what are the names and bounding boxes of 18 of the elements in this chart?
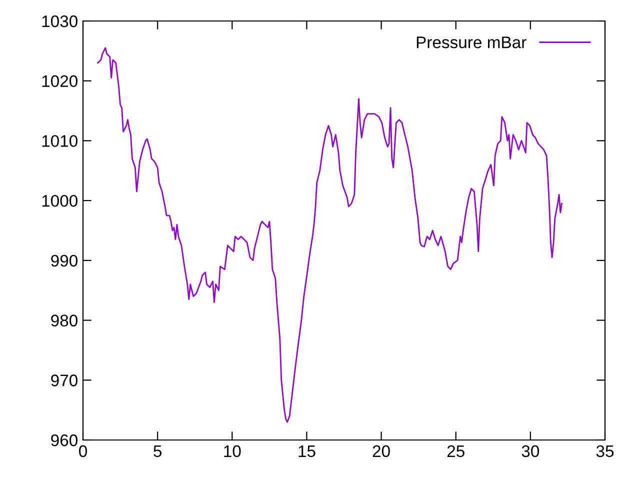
x-tick-label: 35 xyxy=(596,445,614,458)
y-tick-label: 970 xyxy=(51,374,78,386)
x-tick-label: 25 xyxy=(447,445,464,458)
x-tick-label: 5 xyxy=(154,445,162,458)
y-tick-label: 1020 xyxy=(42,75,78,88)
y-tick-label: 990 xyxy=(51,254,78,267)
y-tick-label: 1030 xyxy=(42,15,78,28)
x-tick-label: 30 xyxy=(522,445,540,458)
x-tick-label: 20 xyxy=(372,445,390,458)
y-tick-label: 960 xyxy=(51,434,78,446)
line-series xyxy=(97,47,562,423)
legend-label: Pressure mBar xyxy=(416,36,526,48)
y-tick-label: 1010 xyxy=(42,135,78,147)
x-tick-label: 0 xyxy=(79,445,87,458)
y-tick-label: 1000 xyxy=(42,194,78,207)
x-tick-label: 15 xyxy=(298,445,316,458)
y-tick-label: 980 xyxy=(51,314,78,326)
x-tick-label: 10 xyxy=(224,445,241,458)
